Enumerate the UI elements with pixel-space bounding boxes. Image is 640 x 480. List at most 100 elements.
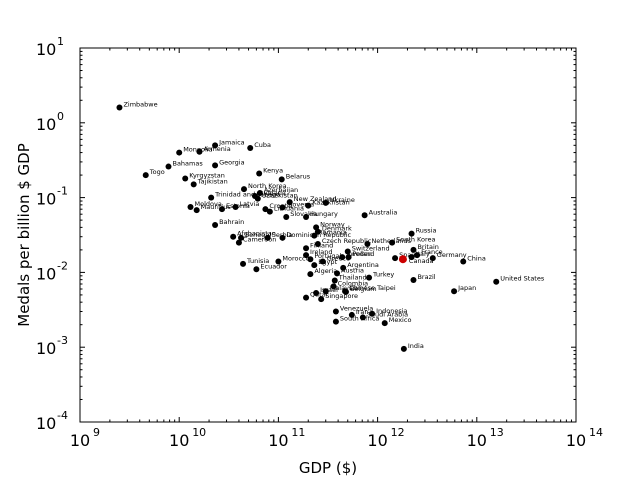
data-point [348, 311, 355, 318]
y-axis-title: Medals per billion $ GDP [15, 143, 33, 327]
data-point [278, 176, 285, 183]
x-tick-exponent: 12 [391, 426, 405, 439]
data-point [303, 294, 310, 301]
data-point [266, 208, 273, 215]
point-label: Malaysia [330, 284, 358, 292]
point-label: Moldova [195, 200, 222, 208]
data-point [279, 234, 286, 241]
point-label: Togo [149, 168, 165, 176]
data-point [142, 172, 149, 179]
point-label: Indonesia [376, 307, 407, 315]
data-point [369, 310, 376, 317]
data-point [429, 255, 436, 262]
data-point [187, 203, 194, 210]
data-point [334, 270, 341, 277]
data-point [116, 104, 123, 111]
point-label: China [467, 254, 486, 262]
plot-area [79, 47, 577, 423]
data-point [232, 203, 239, 210]
point-label: Croatia [269, 202, 292, 210]
point-label: Cameroon [243, 236, 276, 244]
data-point [344, 248, 351, 255]
data-point [332, 308, 339, 315]
point-label: Germany [437, 251, 467, 259]
data-point [279, 204, 286, 211]
point-label: Israel [320, 286, 338, 294]
data-point [381, 320, 388, 327]
data-point [322, 288, 329, 295]
point-label: Argentina [347, 261, 379, 269]
point-label: Romania [318, 229, 346, 237]
data-point [460, 258, 467, 265]
x-axis-title: GDP ($) [299, 459, 357, 477]
data-point [493, 278, 500, 285]
x-tick-exponent: 11 [291, 426, 305, 439]
point-label: Tunisia [246, 257, 269, 265]
point-label: Trinidad and Tobago [214, 191, 280, 199]
point-label: Senegal [245, 231, 271, 239]
data-point [212, 142, 219, 149]
data-point [275, 258, 282, 265]
data-point [253, 266, 260, 273]
y-tick-exponent: 1 [57, 35, 64, 48]
point-label: Kenya [263, 166, 283, 174]
point-label: Poland [353, 250, 375, 258]
data-point [414, 252, 421, 259]
point-label: New Zealand [294, 195, 337, 203]
point-label: France [421, 248, 443, 256]
point-label: Denmark [322, 225, 352, 233]
point-label: Venezuela [340, 305, 373, 313]
data-point [408, 230, 415, 237]
point-label: Jamaica [218, 138, 245, 146]
point-label: Belgium [350, 285, 377, 293]
point-label: Serbia [272, 231, 293, 239]
x-tick-exponent: 9 [93, 426, 100, 439]
data-point [451, 288, 458, 295]
point-label: Switzerland [352, 245, 390, 253]
point-label: Britain [417, 243, 438, 251]
point-label: Sweden [346, 250, 372, 258]
data-point [366, 274, 373, 281]
data-point [318, 296, 325, 303]
data-point [218, 206, 225, 213]
x-tick-exponent: 14 [589, 426, 603, 439]
data-point [247, 145, 254, 152]
data-point [359, 314, 366, 321]
x-tick-label: 10 [467, 431, 487, 450]
x-tick-label: 10 [169, 431, 189, 450]
data-point [339, 254, 346, 261]
point-label: Mauritius [201, 203, 232, 211]
data-point [311, 262, 318, 269]
point-label: Greece [327, 254, 350, 262]
point-label: Mexico [389, 316, 412, 324]
point-label: Japan [457, 284, 476, 292]
point-label: Morocco [282, 254, 309, 262]
data-point [165, 163, 172, 170]
data-point [240, 186, 247, 193]
data-point [364, 240, 371, 247]
data-point [212, 222, 219, 229]
data-point [313, 290, 320, 297]
point-label: Estonia [226, 202, 250, 210]
point-label: Colombia [338, 279, 369, 287]
data-point [319, 258, 326, 265]
point-label: North Korea [248, 182, 287, 190]
point-label: Australia [369, 208, 398, 216]
data-point [311, 232, 318, 239]
point-label: Bulgaria [259, 189, 286, 197]
data-point [332, 318, 339, 325]
data-point [307, 256, 314, 263]
y-tick-label: 10 [36, 40, 56, 59]
x-tick-label: 10 [566, 431, 586, 450]
data-point [303, 245, 310, 252]
y-tick-exponent: -1 [57, 185, 68, 198]
data-point [176, 149, 183, 156]
point-label: Chinese Taipei [349, 284, 396, 292]
data-point [303, 252, 310, 259]
data-point [322, 199, 329, 206]
point-label: Qatar [310, 291, 329, 299]
point-label: Algeria [314, 267, 337, 275]
point-label: South Korea [396, 236, 435, 244]
y-tick-exponent: -2 [57, 259, 68, 272]
data-point [330, 283, 337, 290]
